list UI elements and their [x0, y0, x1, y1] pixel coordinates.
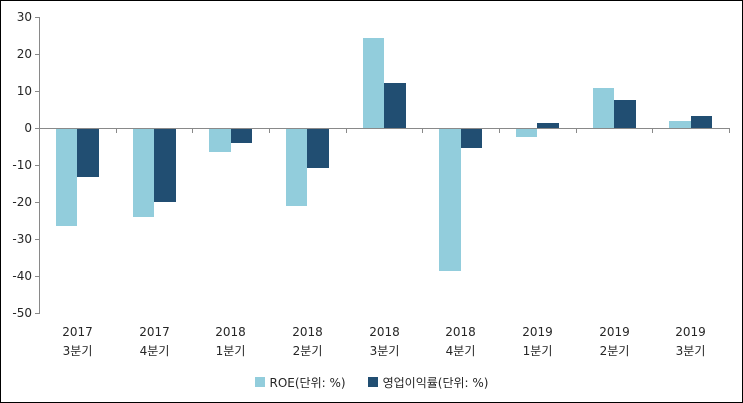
category-boundary-tick — [576, 128, 577, 133]
x-axis-category-label: 2017 4분기 — [116, 323, 193, 361]
category-quarter: 1분기 — [215, 344, 246, 358]
operating-margin-bar-2018-4분기 — [460, 129, 483, 148]
legend: ROE(단위: %) 영업이익률(단위: %) — [1, 374, 742, 390]
legend-item-operating-margin: 영업이익률(단위: %) — [367, 374, 489, 391]
category-boundary-tick — [422, 128, 423, 133]
roe-bar-2017-3분기 — [55, 129, 78, 226]
y-axis-tick — [35, 165, 39, 166]
y-axis-tick — [35, 128, 39, 129]
x-axis-category-label: 2019 1분기 — [499, 323, 576, 361]
category-boundary-tick — [499, 128, 500, 133]
legend-item-roe: ROE(단위: %) — [254, 374, 346, 391]
category-boundary-tick — [346, 128, 347, 133]
category-boundary-tick — [729, 128, 730, 133]
x-axis-category-label: 2018 2분기 — [269, 323, 346, 361]
roe-bar-2019-3분기 — [669, 121, 691, 128]
operating-margin-bar-2018-1분기 — [230, 129, 253, 143]
roe-bar-2018-1분기 — [209, 129, 231, 152]
category-quarter: 4분기 — [139, 344, 170, 358]
y-axis-tick-label: -40 — [12, 269, 32, 283]
category-year: 2019 — [522, 325, 553, 339]
y-axis-tick-label: -50 — [12, 306, 32, 320]
category-year: 2019 — [675, 325, 706, 339]
category-quarter: 3분기 — [62, 344, 93, 358]
legend-label-operating-margin: 영업이익률(단위: %) — [382, 375, 489, 390]
category-year: 2019 — [599, 325, 630, 339]
category-year: 2018 — [445, 325, 476, 339]
roe-bar-2018-3분기 — [362, 38, 384, 128]
operating-margin-bar-2017-3분기 — [77, 129, 99, 178]
x-axis-category-label: 2017 3분기 — [39, 323, 116, 361]
y-axis-tick — [35, 91, 39, 92]
y-axis-tick — [35, 17, 39, 18]
x-axis-category-label: 2018 4분기 — [422, 323, 499, 361]
y-axis-tick-label: 30 — [16, 10, 32, 24]
y-axis-tick — [35, 54, 39, 55]
category-year: 2017 — [62, 325, 93, 339]
category-quarter: 1분기 — [522, 344, 553, 358]
y-axis-tick-label: 10 — [16, 84, 32, 98]
y-axis-tick-label: -10 — [12, 158, 32, 172]
y-axis-tick-label: -30 — [12, 232, 32, 246]
roe-bar-2018-2분기 — [285, 129, 308, 206]
roe-bar-2018-4분기 — [439, 129, 461, 271]
category-year: 2018 — [369, 325, 400, 339]
y-axis-tick — [35, 313, 39, 314]
y-axis-tick-label: 20 — [16, 47, 32, 61]
category-quarter: 2분기 — [292, 344, 323, 358]
y-axis-tick-label: -20 — [12, 195, 32, 209]
y-axis-line — [39, 17, 40, 314]
category-year: 2018 — [292, 325, 323, 339]
y-axis-tick-label: 0 — [24, 121, 32, 135]
category-quarter: 4분기 — [445, 344, 476, 358]
category-quarter: 2분기 — [599, 344, 630, 358]
operating-margin-bar-2018-2분기 — [307, 129, 329, 168]
legend-swatch-operating-margin — [367, 377, 378, 387]
x-axis-category-label: 2019 3분기 — [652, 323, 729, 361]
operating-margin-bar-2017-4분기 — [154, 129, 176, 202]
x-axis-category-label: 2018 1분기 — [192, 323, 269, 361]
category-boundary-tick — [192, 128, 193, 133]
operating-margin-bar-2019-1분기 — [537, 122, 559, 129]
category-quarter: 3분기 — [369, 344, 400, 358]
category-boundary-tick — [269, 128, 270, 133]
legend-swatch-roe — [254, 377, 265, 387]
roe-bar-2017-4분기 — [132, 129, 154, 217]
operating-margin-bar-2019-3분기 — [690, 116, 713, 128]
operating-margin-bar-2018-3분기 — [384, 83, 406, 128]
x-axis-category-label: 2019 2분기 — [576, 323, 653, 361]
legend-label-roe: ROE(단위: %) — [269, 375, 346, 390]
y-axis-tick — [35, 239, 39, 240]
category-quarter: 3분기 — [675, 344, 706, 358]
x-axis-zero-line — [39, 128, 729, 129]
operating-margin-bar-2019-2분기 — [614, 99, 636, 128]
category-boundary-tick — [652, 128, 653, 133]
y-axis-tick — [35, 276, 39, 277]
roe-bar-2019-2분기 — [592, 87, 614, 128]
y-axis-tick — [35, 202, 39, 203]
x-axis-category-label: 2018 3분기 — [346, 323, 423, 361]
roe-bar-2019-1분기 — [515, 129, 538, 137]
category-year: 2017 — [139, 325, 170, 339]
category-year: 2018 — [215, 325, 246, 339]
category-boundary-tick — [116, 128, 117, 133]
